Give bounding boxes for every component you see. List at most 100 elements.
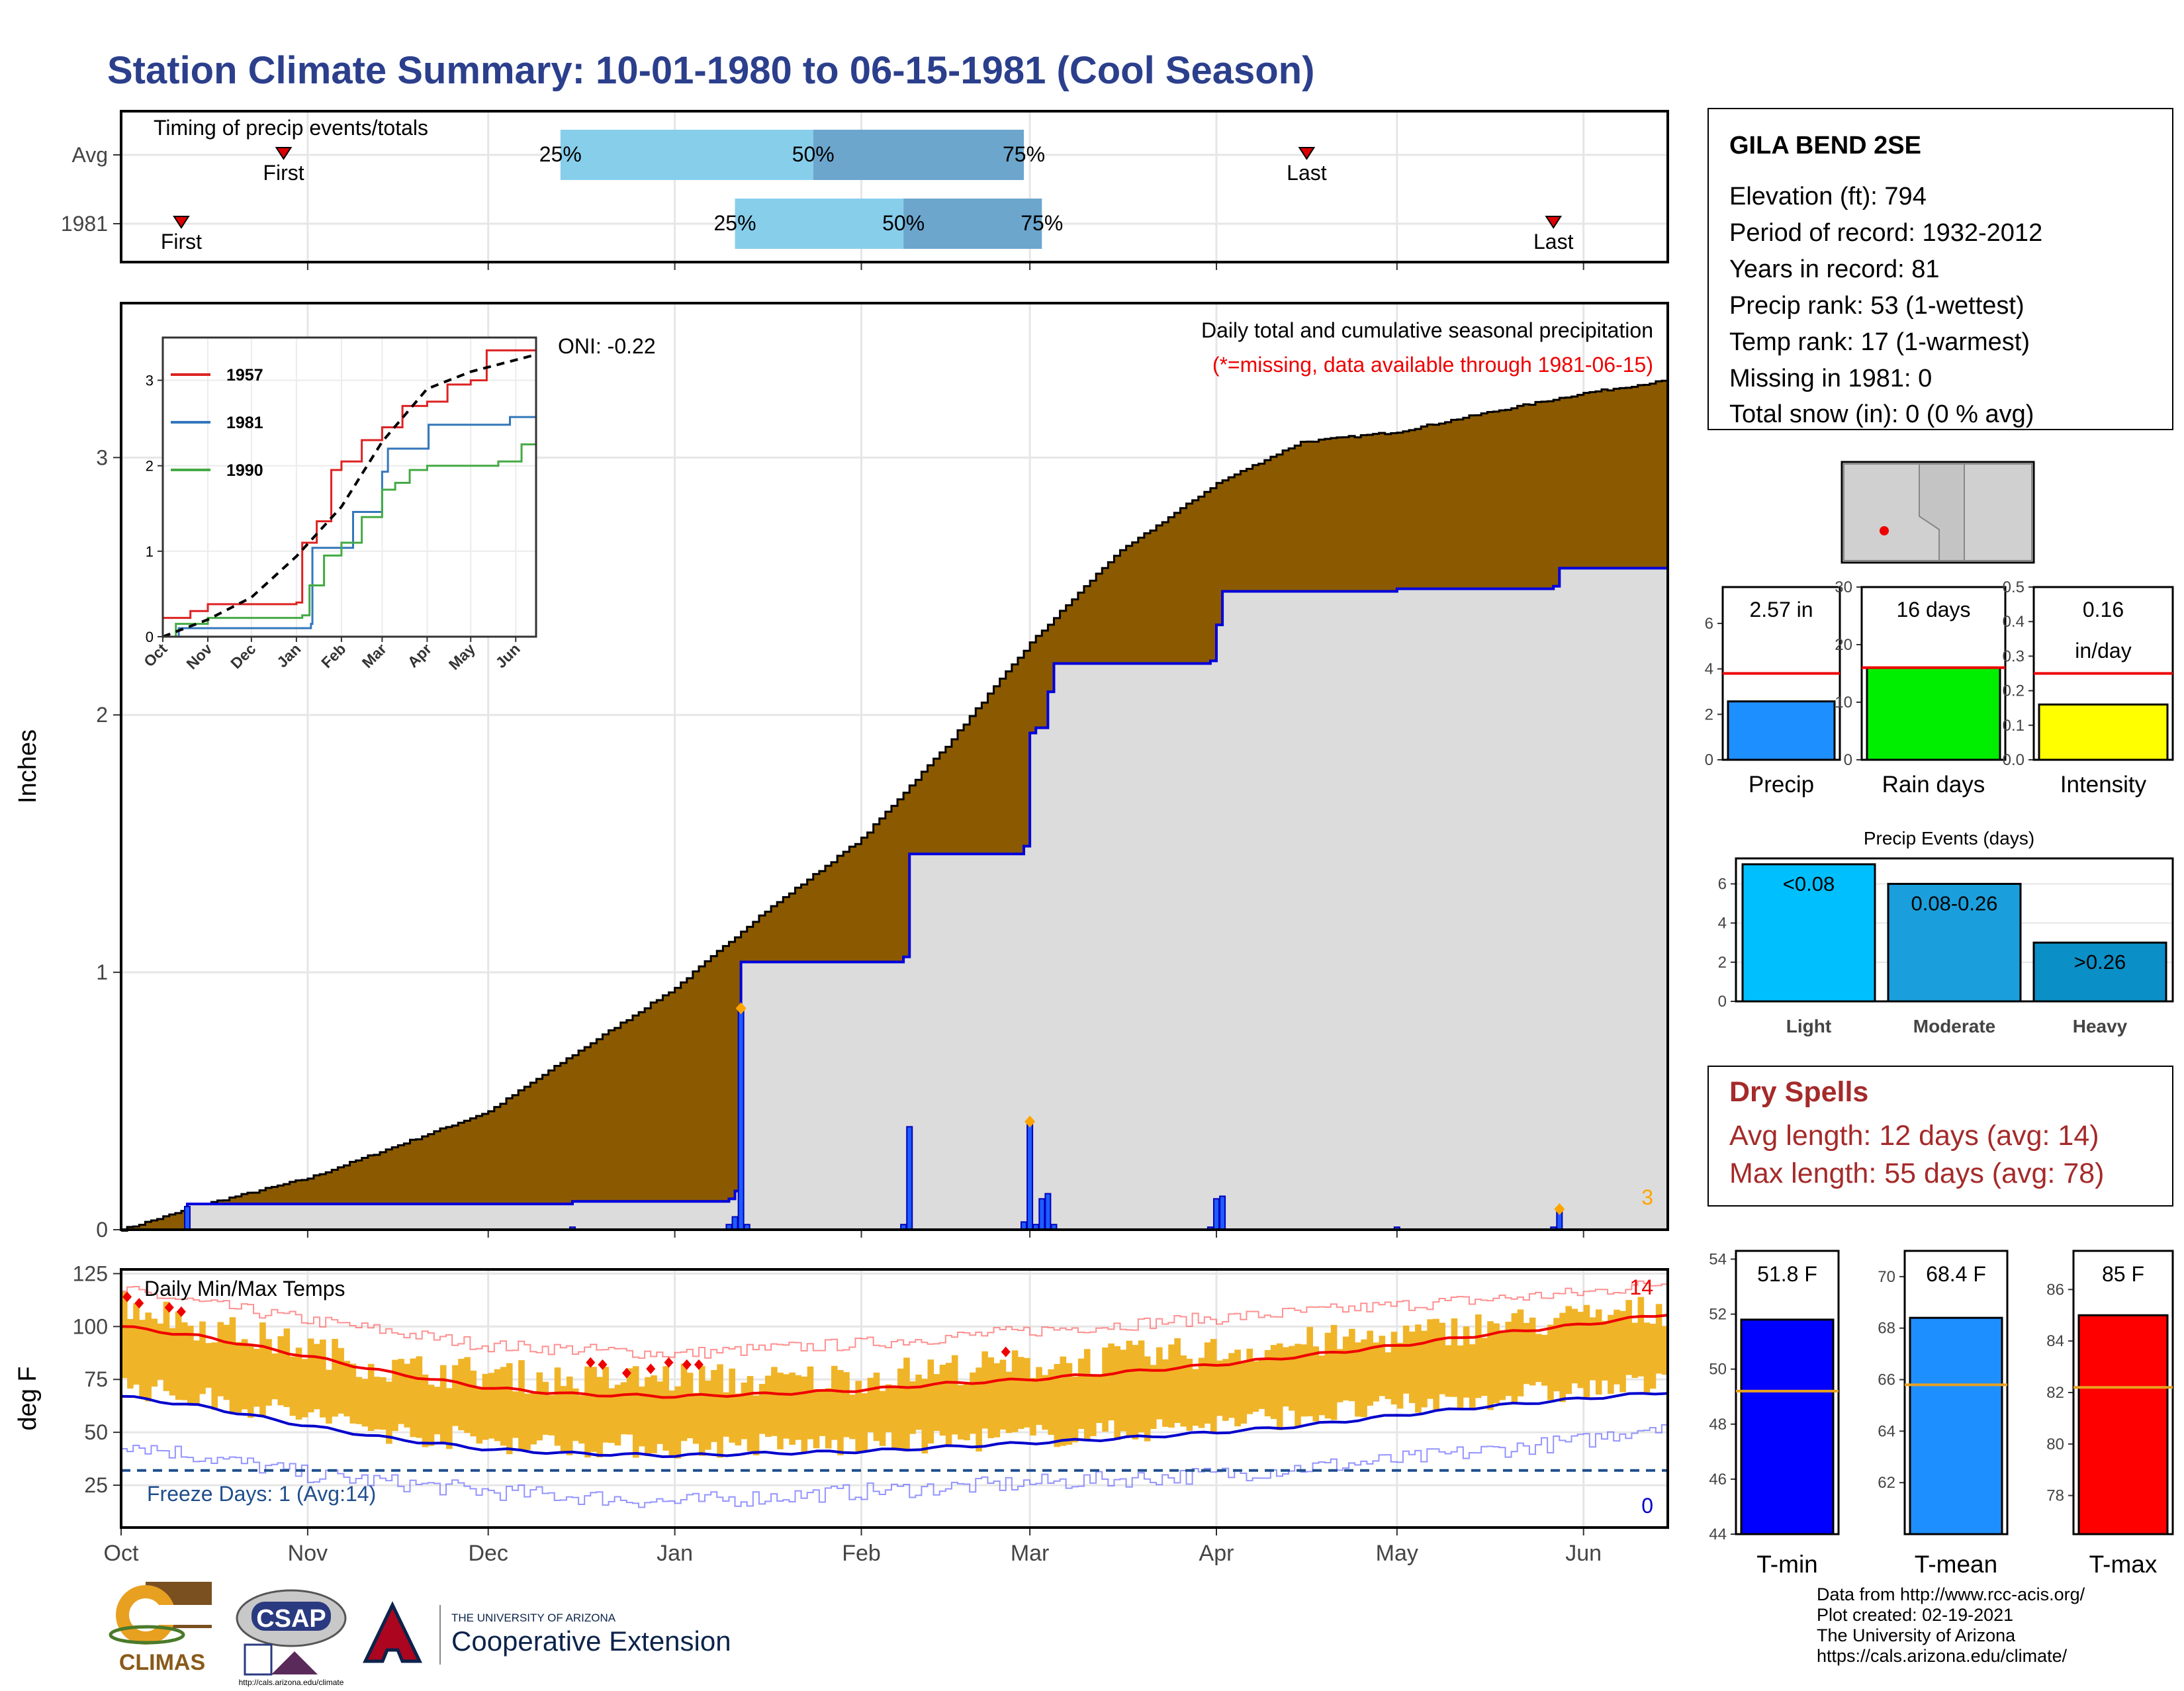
summary-y-tick-label: 80	[2046, 1436, 2064, 1453]
inset-y-tick-label: 0	[146, 629, 154, 645]
daily-temp-bar	[752, 1395, 760, 1455]
daily-temp-bar	[1336, 1349, 1343, 1402]
daily-temp-bar	[981, 1351, 988, 1429]
daily-temp-bar	[1312, 1346, 1320, 1422]
daily-temp-bar	[343, 1361, 351, 1417]
daily-temp-bar	[651, 1375, 657, 1453]
daily-temp-bar	[1210, 1339, 1217, 1434]
daily-temp-bar	[554, 1367, 561, 1446]
daily-temp-bar	[1096, 1374, 1103, 1424]
avg-cumulative-line	[121, 379, 1669, 1232]
events-bar-label: <0.08	[1783, 872, 1835, 895]
daily-temp-bar	[1198, 1357, 1205, 1428]
record-day-marker	[735, 1002, 747, 1015]
daily-precip-bar	[737, 1007, 745, 1230]
daily-temp-bar	[1445, 1345, 1452, 1397]
summary-y-tick-label: 6	[1705, 615, 1713, 633]
daily-temp-bar	[711, 1369, 717, 1442]
summary-y-tick-label: 2	[1705, 706, 1713, 723]
daily-temp-bar	[380, 1377, 387, 1430]
daily-temp-bar	[1216, 1360, 1223, 1416]
daily-temp-bar	[181, 1322, 188, 1400]
daily-temp-bar	[1306, 1326, 1313, 1416]
precip-frame	[120, 302, 1669, 1231]
daily-temp-bar	[1295, 1344, 1301, 1428]
daily-temp-bar	[626, 1368, 633, 1435]
page-title: Station Climate Summary: 10-01-1980 to 0…	[107, 49, 1314, 92]
credit-line-data: Data from http://www.rcc-acis.org/	[1817, 1584, 2085, 1604]
daily-temp-bar	[1577, 1312, 1584, 1389]
daily-temp-bar	[1192, 1369, 1199, 1426]
daily-temp-bar	[1264, 1349, 1271, 1416]
daily-temp-bar	[1005, 1371, 1013, 1434]
daily-temp-bar	[1469, 1344, 1476, 1409]
summary-value-label: 68.4 F	[1926, 1262, 1986, 1286]
daily-temp-bar	[494, 1369, 501, 1441]
daily-temp-bar	[1234, 1349, 1241, 1427]
daily-temp-bar	[187, 1326, 194, 1404]
daily-temp-bar	[964, 1383, 970, 1441]
station-snow: Total snow (in): 0 (0 % avg)	[1729, 400, 2034, 428]
daily-temp-bar	[801, 1377, 808, 1453]
credit-line-university: The University of Arizona	[1817, 1625, 2016, 1645]
daily-temp-bar	[235, 1342, 242, 1413]
daily-temp-bar	[1132, 1345, 1139, 1440]
daily-temp-bar	[433, 1387, 441, 1435]
daily-temp-bar	[976, 1367, 982, 1452]
inset-y-tick-label: 3	[146, 373, 154, 389]
daily-temp-bar	[1390, 1332, 1398, 1404]
inset-legend-label: 1990	[226, 461, 263, 480]
record-low-count: 0	[1641, 1494, 1653, 1518]
events-bar-label: >0.26	[2074, 950, 2126, 974]
dry-spells-avg: Avg length: 12 days (avg: 14)	[1729, 1120, 2099, 1152]
oni-label: ONI: -0.22	[558, 334, 656, 358]
temps-y-tick-label: 75	[84, 1367, 108, 1391]
temps-x-tick-label: Nov	[288, 1541, 328, 1566]
daily-temp-bar	[1367, 1330, 1373, 1406]
temps-y-tick-label: 50	[84, 1420, 108, 1444]
daily-temp-bar	[674, 1386, 682, 1459]
daily-temp-bar	[620, 1382, 627, 1435]
precip-y-axis-label: Inches	[14, 729, 42, 803]
timing-title: Timing of precip events/totals	[154, 116, 428, 140]
daily-temp-bar	[783, 1374, 790, 1439]
daily-temp-bar	[921, 1379, 929, 1454]
daily-temp-bar	[199, 1321, 206, 1394]
summary-y-tick-label: 0.0	[2003, 751, 2025, 769]
summary-y-tick-label: 52	[1709, 1306, 1727, 1324]
timing-first-marker	[173, 216, 190, 229]
daily-temp-bar	[741, 1383, 748, 1440]
daily-temp-bar	[338, 1348, 344, 1414]
daily-temp-bar	[1174, 1338, 1181, 1423]
inset-background	[163, 338, 536, 637]
daily-temp-bar	[632, 1366, 639, 1458]
daily-temp-bar	[1541, 1334, 1548, 1386]
daily-temp-bar	[1463, 1326, 1470, 1398]
timing-bar-50-75	[903, 199, 1042, 249]
daily-temp-bar	[1402, 1325, 1410, 1394]
station-info-panel: GILA BEND 2SE Elevation (ft): 794 Period…	[1707, 108, 2173, 430]
inset-y-tick-label: 1	[146, 543, 154, 560]
record-high-marker	[694, 1359, 704, 1370]
record-high-marker	[586, 1357, 596, 1368]
credits: Data from http://www.rcc-acis.org/ Plot …	[1817, 1584, 2085, 1667]
temps-x-tick-label: Oct	[104, 1541, 139, 1566]
daily-temp-bar	[915, 1374, 922, 1430]
summary-y-tick-label: 66	[1878, 1371, 1895, 1389]
daily-temp-bar	[1565, 1306, 1572, 1394]
inset-series-average	[162, 353, 537, 638]
daily-temp-bar	[1589, 1317, 1596, 1381]
daily-temp-bar	[1427, 1319, 1433, 1399]
daily-temp-bar	[464, 1357, 471, 1434]
daily-temp-bar	[933, 1374, 940, 1432]
summary-category-label: Intensity	[2060, 772, 2147, 798]
daily-temp-bar	[1601, 1320, 1608, 1381]
daily-precip-bar	[1212, 1198, 1220, 1231]
summary-y-tick-label: 64	[1878, 1422, 1895, 1440]
record-high-marker	[621, 1367, 631, 1379]
daily-temp-bar	[361, 1379, 369, 1427]
daily-temp-bar	[970, 1372, 976, 1434]
record-high-marker	[646, 1363, 656, 1375]
daily-temp-bar	[1649, 1324, 1657, 1389]
